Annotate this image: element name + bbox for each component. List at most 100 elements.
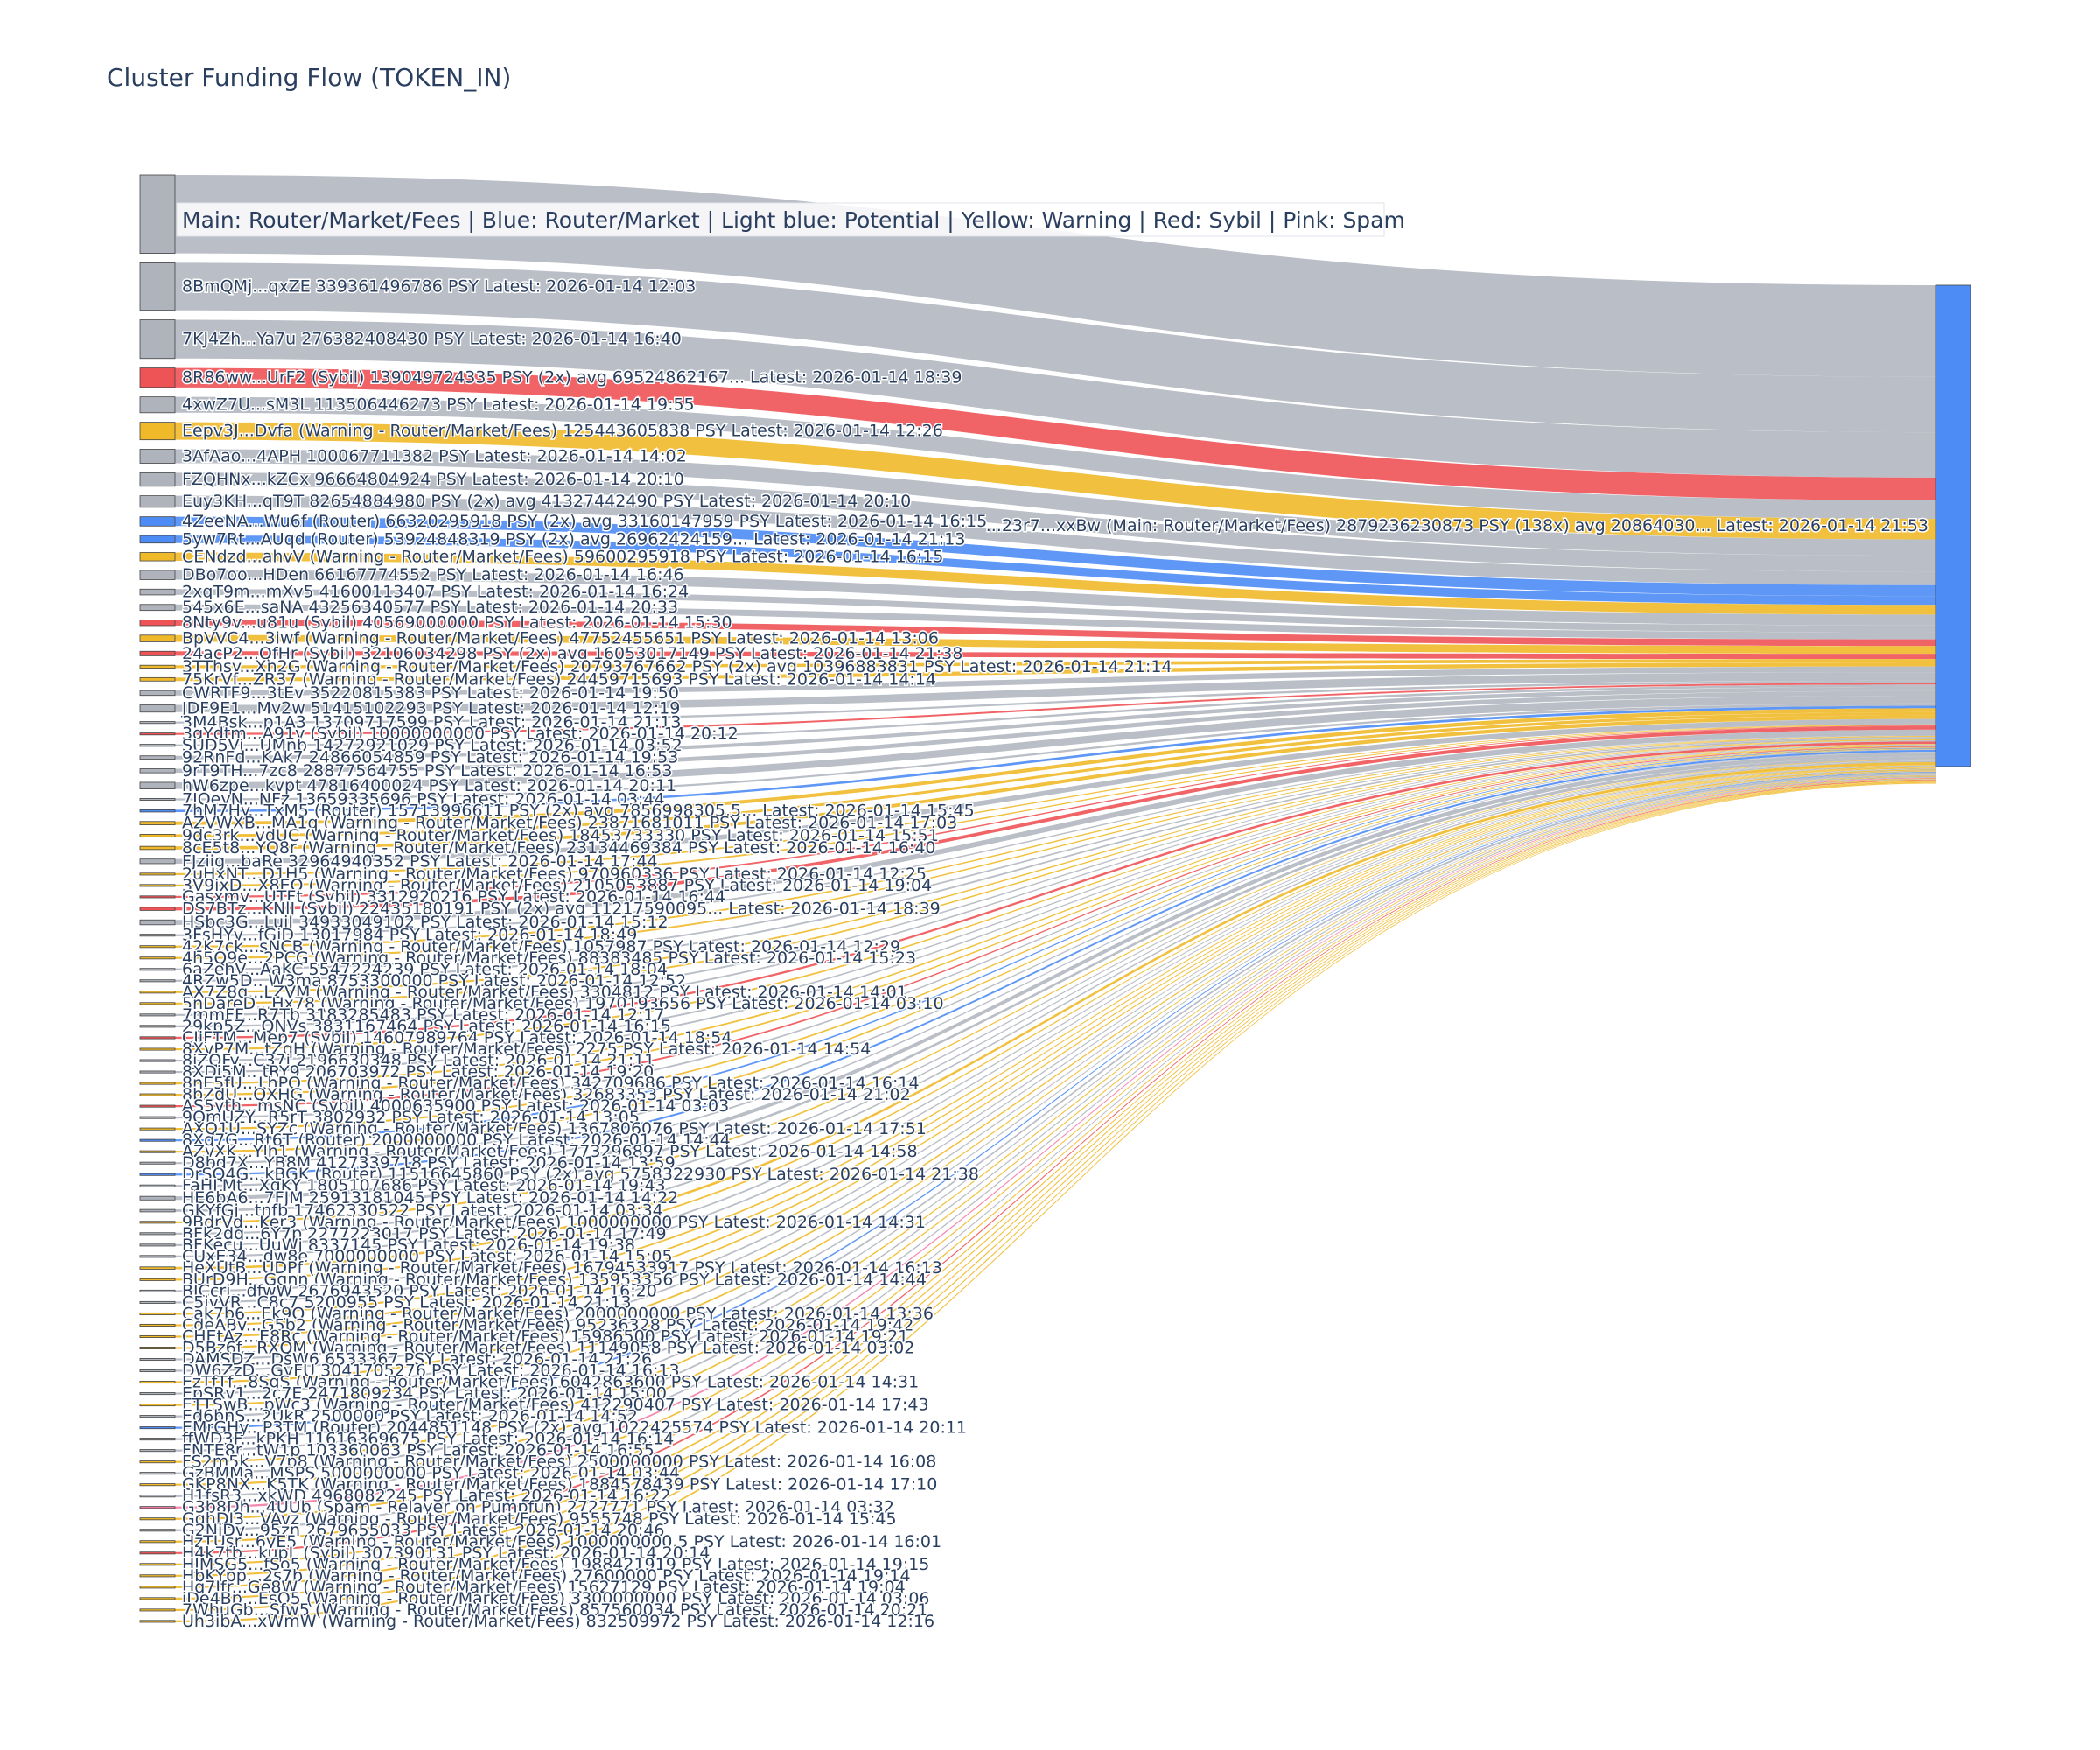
flow-link — [175, 752, 1936, 1187]
flow-link — [175, 686, 1936, 760]
source-node-label: ffWD3F...kPKH 11616369675 PSY Latest: 20… — [182, 1430, 674, 1449]
source-node — [139, 968, 176, 971]
source-node — [139, 1221, 176, 1224]
source-node-label: 8bZdU...QXHG (Warning - Router/Market/Fe… — [182, 1085, 911, 1104]
source-node-label: 8cE5t8...YQ8r (Warning - Router/Market/F… — [182, 838, 936, 858]
source-node-label: 7KJ4Zh...Ya7u 276382408430 PSY Latest: 2… — [182, 330, 682, 349]
flow-link — [175, 684, 1936, 746]
flow-link — [175, 703, 1936, 801]
flow-link — [175, 724, 1936, 886]
source-node — [139, 1127, 176, 1130]
flow-link — [175, 319, 1936, 478]
source-node — [139, 979, 176, 983]
source-node-label: H1fsR3...xkWD 4968082245 PSY Latest: 202… — [182, 1487, 671, 1506]
flow-link — [175, 768, 1936, 1361]
legend-annotation: Main: Router/Market/Fees | Blue: Router/… — [176, 202, 1405, 237]
flow-link — [175, 735, 1936, 948]
source-node-label: Gasxmv...UTFt (Sybil) 3312920216 PSY Lat… — [182, 887, 725, 906]
flow-link — [175, 748, 1936, 1142]
source-node — [139, 744, 176, 747]
flow-link — [175, 779, 1936, 1531]
flow-link — [175, 767, 1936, 1349]
flow-link — [175, 781, 1936, 1600]
flow-link — [175, 708, 1936, 825]
source-node — [139, 262, 176, 312]
source-node — [139, 945, 176, 948]
source-node — [139, 845, 176, 850]
source-node — [139, 1586, 176, 1589]
source-node-label: CHEtAz...E8Rc (Warning - Router/Market/F… — [182, 1326, 908, 1346]
sink-node-label: ...23r7...xxBw (Main: Router/Market/Fees… — [986, 516, 1928, 536]
flow-link — [175, 777, 1936, 1508]
source-node — [139, 676, 176, 682]
source-node-label: FNTE8r...tW1p 103360063 PSY Latest: 2026… — [182, 1441, 654, 1460]
flow-link — [175, 672, 1936, 712]
source-node — [139, 516, 176, 527]
flow-link — [175, 766, 1936, 1315]
source-node-label: DS7BTz...KNlJ (Sybil) 22435180191 PSY (2… — [182, 900, 941, 919]
source-node-label: 29kp5Z...QNVs 3831167464 PSY Latest: 202… — [182, 1017, 671, 1036]
source-node-label: AZVWXB...MA1q (Warning - Router/Market/F… — [182, 814, 957, 833]
source-node-label: D5Bz6f...RXQM (Warning - Router/Market/F… — [182, 1338, 914, 1357]
flow-link — [175, 746, 1936, 1096]
source-node-label: 3V9ixD...X8EQ (Warning - Router/Market/F… — [182, 876, 932, 895]
flow-link — [175, 744, 1936, 1051]
source-node-label: AX7Z8q...LZVM (Warning - Router/Market/F… — [182, 983, 907, 1002]
source-node — [139, 1460, 176, 1464]
flow-link — [175, 736, 1936, 959]
flow-link — [175, 771, 1936, 1406]
source-node — [139, 1358, 176, 1362]
source-node-label: Euy3KH...qT9T 82654884980 PSY (2x) avg 4… — [182, 492, 911, 511]
source-node-label: FS2m5k...V7p8 (Warning - Router/Market/F… — [182, 1452, 936, 1472]
source-node-label: 8Nty9v...u81u (Sybil) 40569000000 PSY La… — [182, 613, 732, 633]
source-node — [139, 690, 176, 696]
flow-link — [175, 666, 1936, 696]
source-node — [139, 1415, 176, 1418]
chart-title: Cluster Funding Flow (TOKEN_IN) — [107, 63, 512, 92]
source-node — [139, 1608, 176, 1612]
source-node-label: AZvXK...Ylh1 (Warning - Router/Market/Fe… — [182, 1142, 918, 1161]
flow-link — [175, 780, 1936, 1577]
source-node — [139, 1266, 176, 1270]
flow-link — [175, 737, 1936, 970]
source-node — [139, 990, 176, 994]
flow-link — [175, 725, 1936, 911]
source-node — [139, 1563, 176, 1566]
source-node-label: 9dc3rk...vdUC (Warning - Router/Market/F… — [182, 826, 939, 845]
flow-link — [175, 769, 1936, 1383]
source-node-label: G2NiDv...95zn 2679655033 PSY Latest: 202… — [182, 1521, 665, 1540]
source-node — [139, 1138, 176, 1142]
flow-link — [175, 746, 1936, 1108]
source-node — [139, 1195, 176, 1200]
source-node — [139, 858, 176, 864]
source-node-label: GqhDJ3...VAvz (Warning - Router/Market/F… — [182, 1509, 897, 1529]
source-node-label: 4h5Q9e...2PCG (Warning - Router/Market/F… — [182, 948, 916, 968]
source-node-label: GzBMMa...MSPS 5000000000 PSY Latest: 202… — [182, 1464, 680, 1483]
flow-link — [175, 749, 1936, 1165]
flow-link — [175, 729, 1936, 925]
source-node — [139, 1070, 176, 1074]
source-node — [139, 620, 176, 626]
flow-link — [175, 516, 1936, 597]
source-node-label: D8bd7X...YB8M 4127339718 PSY Latest: 202… — [182, 1153, 676, 1172]
source-node-label: 42K7ck...sNCB (Warning - Router/Market/F… — [182, 937, 900, 956]
source-node — [139, 1036, 176, 1040]
source-node-label: CWRTF9...3tEv 35220815383 PSY Latest: 20… — [182, 683, 679, 703]
flow-link — [175, 741, 1936, 1040]
flow-link — [175, 760, 1936, 1257]
source-node — [139, 721, 176, 724]
source-node — [139, 755, 176, 760]
source-node — [139, 1243, 176, 1247]
flow-link — [175, 744, 1936, 1062]
source-node — [139, 1529, 176, 1532]
flow-link — [175, 774, 1936, 1463]
source-node-label: HJMSG5...fSo5 (Warning - Router/Market/F… — [182, 1555, 929, 1574]
source-node — [139, 1150, 176, 1153]
flow-link — [175, 725, 1936, 899]
flow-link — [175, 759, 1936, 1223]
source-node — [139, 1161, 176, 1165]
source-node-label: HbKYpp...2s7b (Warning - Router/Market/F… — [182, 1566, 911, 1586]
source-node — [139, 1255, 176, 1258]
flow-link — [175, 659, 1936, 668]
flow-link — [175, 604, 1936, 640]
